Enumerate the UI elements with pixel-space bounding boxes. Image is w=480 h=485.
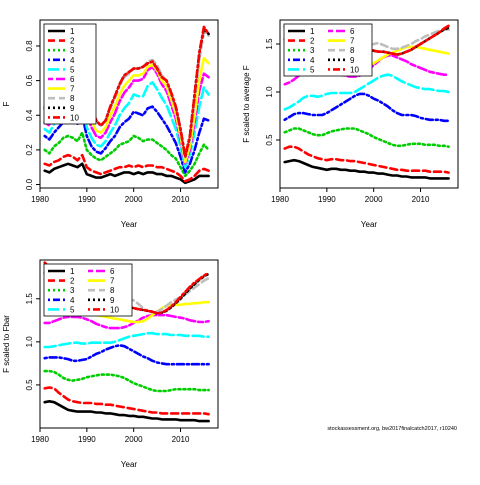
x-tick-label: 2010: [172, 435, 190, 444]
legend-label-10: 10: [70, 113, 79, 122]
x-tick-label: 2010: [172, 195, 190, 204]
legend-label-9: 9: [350, 56, 355, 65]
y-tick-label: 0.8: [25, 40, 34, 52]
legend-label-9: 9: [110, 296, 115, 305]
series-line-4: [283, 92, 450, 123]
x-tick-label: 2010: [412, 195, 430, 204]
y-tick-label: 0.5: [25, 379, 34, 391]
plot-frame: [279, 19, 459, 189]
series-line-1: [43, 399, 210, 423]
legend-label-3: 3: [70, 286, 75, 295]
legend-label-7: 7: [110, 277, 115, 286]
legend-label-10: 10: [110, 305, 119, 314]
x-axis-label: Year: [361, 220, 378, 229]
y-tick-label: 1.5: [25, 293, 34, 305]
series-line-2: [43, 386, 210, 416]
y-tick-label: 1.0: [25, 336, 34, 348]
x-tick-label: 1990: [318, 195, 336, 204]
series-line-2: [43, 153, 210, 183]
x-tick-label: 1990: [78, 435, 96, 444]
y-tick-label: 1.5: [265, 38, 274, 50]
x-tick-label: 1990: [78, 195, 96, 204]
series-line-3: [283, 127, 450, 148]
y-axis-label: F scaled to Fbar: [2, 315, 11, 373]
x-tick-label: 1980: [271, 195, 289, 204]
legend-label-9: 9: [70, 104, 75, 113]
x-tick-label: 1980: [31, 435, 49, 444]
legend-label-8: 8: [350, 46, 355, 55]
x-axis-label: Year: [121, 220, 138, 229]
legend-label-5: 5: [70, 305, 75, 314]
y-tick-label: 1.0: [265, 86, 274, 98]
footnote: stockassessment.org, bw2017finalcatch201…: [327, 426, 457, 432]
chart-panel-2: 1980 1990 2000 2010 0.5 1.0 1.5 Year F scaled to…: [242, 19, 459, 229]
y-axis-label: F scaled to average F: [242, 65, 251, 142]
legend-label-2: 2: [70, 277, 75, 286]
series-line-4: [43, 343, 210, 366]
series-line-6: [43, 313, 210, 330]
legend-label-1: 1: [70, 27, 75, 36]
legend-label-5: 5: [310, 65, 315, 74]
plot-frame: [39, 259, 219, 429]
legend-label-2: 2: [310, 37, 315, 46]
series-line-2: [283, 145, 450, 174]
legend-label-2: 2: [70, 37, 75, 46]
series-line-5: [43, 331, 210, 349]
legend-label-4: 4: [310, 56, 315, 65]
legend-label-10: 10: [350, 65, 359, 74]
y-tick-label: 0.6: [25, 75, 34, 87]
series-line-1: [43, 162, 210, 185]
legend-label-1: 1: [70, 267, 75, 276]
series-line-5: [283, 73, 450, 111]
series-line-1: [283, 158, 450, 180]
legend-label-6: 6: [70, 75, 75, 84]
legend-label-6: 6: [350, 27, 355, 36]
y-tick-label: 0.4: [25, 109, 34, 121]
legend-label-7: 7: [70, 85, 75, 94]
series-line-3: [43, 369, 210, 393]
legend-label-8: 8: [110, 286, 115, 295]
legend-label-4: 4: [70, 56, 75, 65]
x-tick-label: 1980: [31, 195, 49, 204]
legend-label-6: 6: [110, 267, 115, 276]
y-tick-label: 0.2: [25, 144, 34, 156]
x-tick-label: 2000: [365, 195, 383, 204]
y-tick-label: 0.5: [265, 134, 274, 146]
legend-label-7: 7: [350, 37, 355, 46]
chart-panel-3: 1980 1990 2000 2010 0.5 1.0 1.5 Year F scaled to…: [2, 259, 219, 469]
legend-label-1: 1: [310, 27, 315, 36]
legend-label-3: 3: [70, 46, 75, 55]
legend-label-4: 4: [70, 296, 75, 305]
series-line-3: [43, 131, 210, 178]
plot-frame: [39, 19, 219, 189]
x-tick-label: 2000: [125, 435, 143, 444]
x-axis-label: Year: [121, 460, 138, 469]
chart-panel-1: 1980 1990 2000 2010 0.0 0.2 0.4 0.6 0.8 Year F 1234…: [2, 19, 219, 229]
x-tick-label: 2000: [125, 195, 143, 204]
y-tick-label: 0.0: [25, 178, 34, 190]
legend-label-3: 3: [310, 46, 315, 55]
legend-label-8: 8: [70, 94, 75, 103]
legend-label-5: 5: [70, 65, 75, 74]
y-axis-label: F: [2, 101, 11, 106]
